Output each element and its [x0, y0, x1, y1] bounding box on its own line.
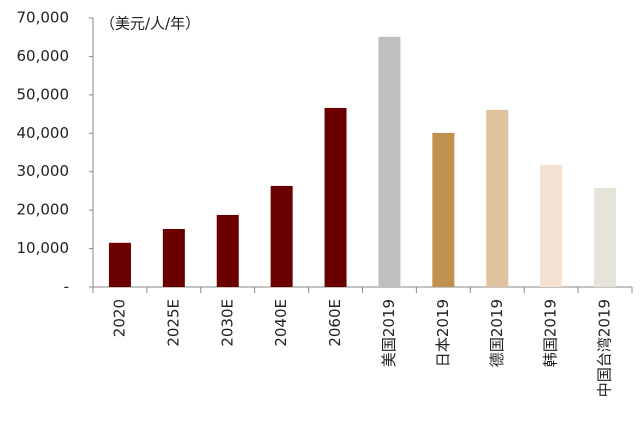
- y-tick-label: 10,000: [17, 239, 70, 257]
- bar: [216, 214, 239, 287]
- bar: [540, 164, 563, 287]
- x-tick-label: 2025E: [164, 299, 182, 347]
- bar: [270, 185, 293, 287]
- y-tick-label: -: [64, 278, 69, 296]
- x-tick-label: 美国2019: [380, 299, 398, 367]
- y-tick-label: 20,000: [17, 201, 70, 219]
- x-tick-label: 日本2019: [434, 299, 452, 367]
- y-tick-label: 40,000: [17, 124, 70, 142]
- bar: [108, 242, 131, 287]
- bar: [594, 187, 617, 287]
- bar: [162, 228, 185, 287]
- x-tick-label: 中国台湾2019: [596, 299, 614, 397]
- bar: [378, 36, 401, 287]
- x-tick-label: 韩国2019: [542, 299, 560, 367]
- unit-annotation: （美元/人/年）: [100, 15, 200, 33]
- x-tick-label: 2020: [110, 299, 128, 337]
- y-tick-label: 70,000: [17, 9, 70, 27]
- y-tick-label: 50,000: [17, 85, 70, 103]
- bar: [486, 109, 509, 287]
- x-tick-label: 2040E: [272, 299, 290, 347]
- x-tick-label: 德国2019: [488, 299, 506, 367]
- x-tick-label: 2030E: [218, 299, 236, 347]
- bar: [432, 132, 455, 287]
- y-tick-label: 60,000: [17, 47, 70, 65]
- bar: [324, 107, 347, 288]
- y-tick-label: 30,000: [17, 162, 70, 180]
- x-tick-label: 2060E: [326, 299, 344, 347]
